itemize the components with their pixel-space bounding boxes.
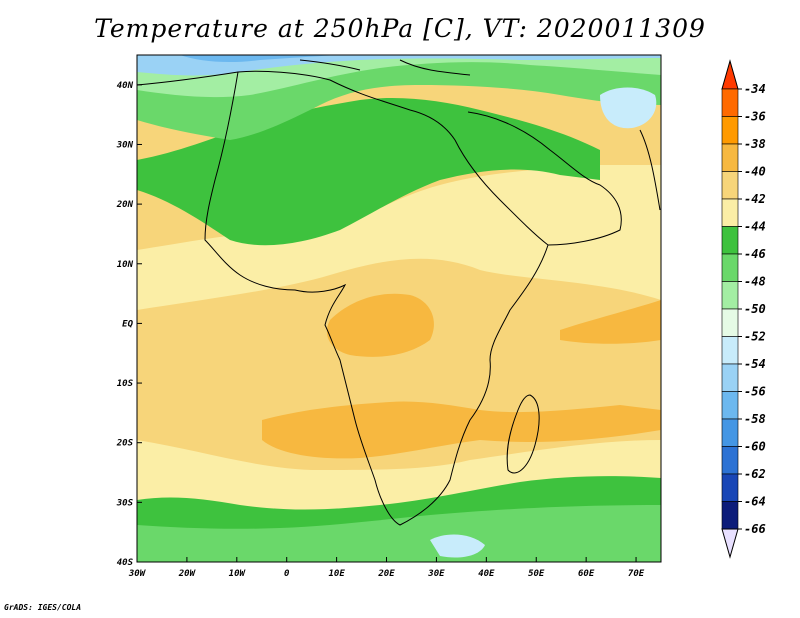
field-lightgreen-south xyxy=(137,505,661,562)
lon-tick-label: 0 xyxy=(284,569,290,579)
field-blue-northwest xyxy=(180,55,340,63)
colorbar-box xyxy=(721,446,739,475)
colorbar-label: -46 xyxy=(744,247,766,261)
colorbar-label: -54 xyxy=(744,357,766,371)
lat-tick-label: 20S xyxy=(116,439,134,449)
lat-tick-label: 10S xyxy=(117,379,134,389)
lon-tick-label: 70E xyxy=(628,569,645,579)
lon-tick-label: 30E xyxy=(427,569,445,579)
field-orange-congo xyxy=(326,293,434,357)
lon-tick-label: 20W xyxy=(178,569,197,579)
colorbar-label: -64 xyxy=(744,495,766,509)
colorbar-label: -56 xyxy=(744,385,766,399)
colorbar-box xyxy=(721,143,739,172)
field-orange-south xyxy=(262,401,661,459)
lat-tick-label: EQ xyxy=(122,319,133,329)
map-title: Temperature at 250hPa [C], VT: 202001130… xyxy=(94,14,706,43)
europe-coastline xyxy=(137,59,471,86)
arabia-coastline xyxy=(467,111,622,246)
field-cyan-arabia xyxy=(600,87,657,129)
colorbar-bottom-arrow xyxy=(721,528,739,559)
colorbar-label: -38 xyxy=(744,137,766,151)
colorbar-label: -44 xyxy=(744,220,766,234)
field-pale-north xyxy=(137,165,661,310)
colorbar-label: -36 xyxy=(744,110,766,124)
temperature-field xyxy=(137,55,661,562)
lat-tick-label: 10N xyxy=(117,260,134,270)
colorbar-box xyxy=(721,253,739,282)
lat-tick-label: 20N xyxy=(116,200,134,210)
colorbar-box xyxy=(721,391,739,420)
colorbar-label: -42 xyxy=(744,192,766,206)
colorbar-label: -52 xyxy=(744,330,766,344)
lon-tick-label: 50E xyxy=(528,569,545,579)
colorbar-box xyxy=(721,171,739,200)
colorbar-box xyxy=(721,281,739,310)
field-green-north xyxy=(137,98,600,246)
colorbar-box xyxy=(721,418,739,447)
map-axes: 30W 20W 10W 0 10E 20E 30E 40E 50E 60E 70E 40N 30N 20N… xyxy=(116,81,645,579)
lon-tick-label: 40E xyxy=(478,569,495,579)
colorbar-box xyxy=(721,226,739,255)
lon-tick-label: 60E xyxy=(578,569,595,579)
colorbar-box xyxy=(721,198,739,227)
colorbar-box xyxy=(721,501,739,530)
field-blue-south xyxy=(430,534,485,558)
colorbar-label: -48 xyxy=(744,275,766,289)
colorbar-label: -58 xyxy=(744,412,766,426)
lat-tick-label: 30S xyxy=(116,498,134,508)
lon-tick-label: 10E xyxy=(328,569,345,579)
colorbar-box xyxy=(721,336,739,365)
colorbar-label: -66 xyxy=(744,522,766,536)
colorbar-box xyxy=(721,473,739,502)
colorbar-label: -60 xyxy=(744,440,766,454)
colorbar-box xyxy=(721,363,739,392)
plot-frame xyxy=(136,54,662,563)
coastlines xyxy=(137,59,661,526)
madagascar-coastline xyxy=(506,394,540,474)
colorbar-label: -34 xyxy=(744,82,766,96)
africa-coastline xyxy=(204,70,549,526)
colorbar-label: -50 xyxy=(744,302,766,316)
lon-tick-label: 30W xyxy=(128,569,147,579)
field-blue-north xyxy=(137,55,661,76)
lat-tick-label: 40S xyxy=(117,558,134,568)
field-orange-east xyxy=(560,300,661,344)
lon-tick-label: 20E xyxy=(377,569,395,579)
lat-tick-label: 40N xyxy=(117,81,134,91)
colorbar-top-arrow xyxy=(721,59,739,90)
credit-label: GrADS: IGES/COLA xyxy=(4,603,82,612)
colorbar-label: -40 xyxy=(744,165,766,179)
india-coastline xyxy=(639,129,661,211)
colorbar: -34 -36 -38 -40 -42 -44 -46 -48 -50 -52 -54 -56 -58 -… xyxy=(721,59,766,559)
colorbar-box xyxy=(721,116,739,145)
lon-tick-label: 10W xyxy=(229,569,247,579)
lat-tick-label: 30N xyxy=(116,140,134,150)
colorbar-box xyxy=(721,88,739,117)
colorbar-label: -62 xyxy=(744,467,766,481)
colorbar-box xyxy=(721,308,739,337)
